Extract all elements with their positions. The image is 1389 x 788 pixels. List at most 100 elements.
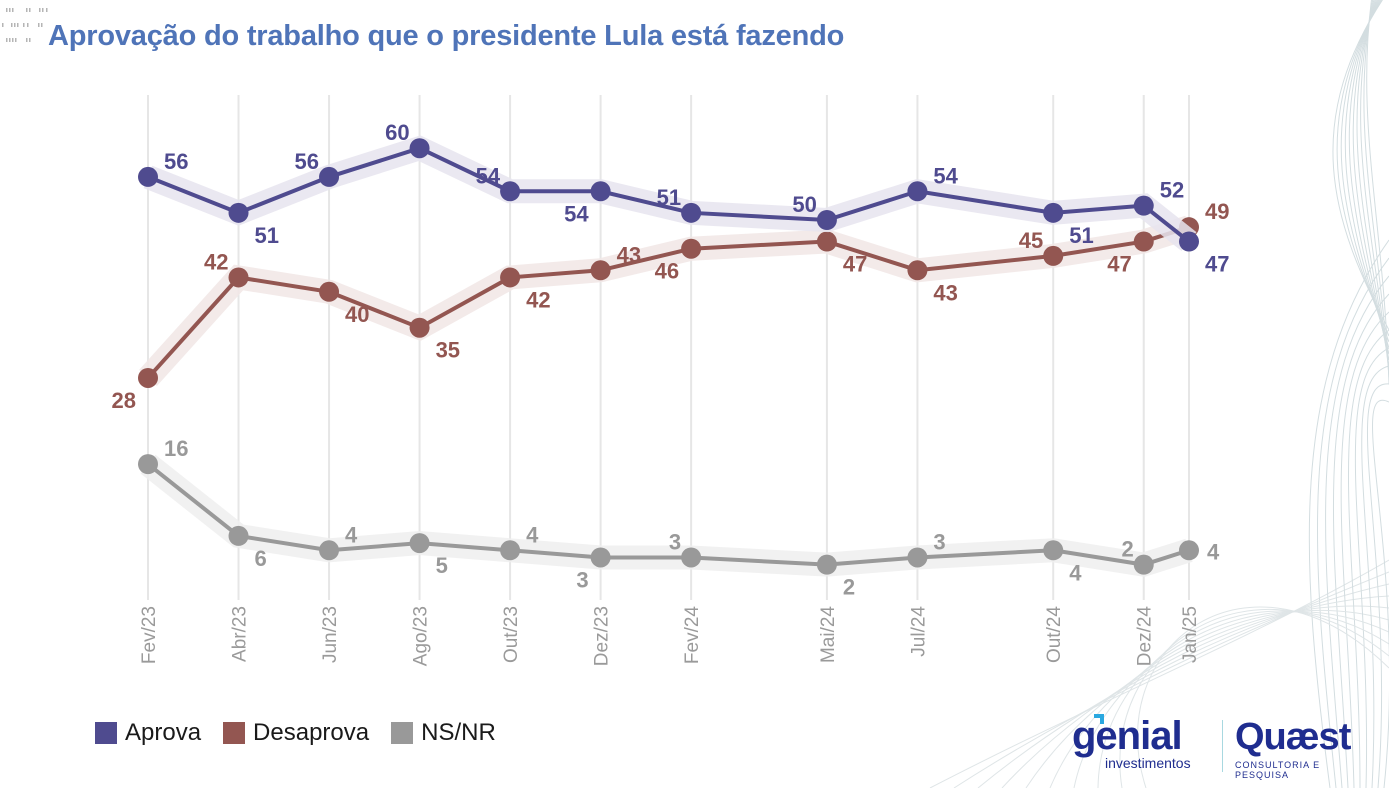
data-label: 56 [295,149,319,174]
data-label: 4 [345,522,358,547]
wave-line [1336,0,1389,337]
data-point[interactable] [1179,540,1199,561]
background-wave-decoration [929,0,1389,788]
x-tick-label: Out/24 [1044,606,1065,663]
data-point[interactable] [590,181,611,202]
data-label: 6 [255,546,267,571]
legend: Aprova Desaprova NS/NR [95,719,518,747]
series-line [146,225,1190,380]
data-point[interactable] [1179,231,1199,252]
wave-line [1073,611,1389,788]
data-point[interactable] [681,547,702,568]
data-label: 3 [669,529,681,554]
x-tick-label: Jul/24 [908,606,929,657]
data-label: 40 [345,302,369,327]
data-point[interactable] [500,181,521,202]
data-point[interactable] [228,267,249,288]
data-point[interactable] [500,540,521,561]
wave-line [1366,0,1389,385]
data-point[interactable] [138,454,158,475]
wave-line [1356,0,1389,367]
data-point[interactable] [681,238,702,259]
data-point[interactable] [138,166,158,187]
wave-line [1097,610,1389,788]
legend-item-aprova[interactable]: Aprova [95,719,201,747]
data-point[interactable] [816,231,837,252]
genial-logo-subtitle: investimentos [1105,755,1191,771]
wave-line [1363,0,1389,379]
data-label: 56 [164,149,188,174]
data-point[interactable] [319,281,340,302]
data-point[interactable] [1133,554,1154,575]
data-point[interactable] [409,533,430,554]
legend-swatch-desaprova [223,722,246,744]
data-label: 51 [255,223,279,248]
data-label: 5 [436,553,448,578]
data-label: 43 [617,242,641,267]
wave-line [953,571,1389,788]
data-point[interactable] [500,267,521,288]
x-tick-label: Ago/23 [411,606,432,666]
legend-item-desaprova[interactable]: Desaprova [223,719,369,747]
data-point[interactable] [1043,540,1064,561]
data-point[interactable] [319,540,340,561]
data-label: 35 [436,338,460,363]
data-point[interactable] [907,181,928,202]
legend-item-nsnr[interactable]: NS/NR [391,719,496,747]
data-point[interactable] [1133,195,1154,216]
data-point[interactable] [590,547,611,568]
wave-line [1308,239,1389,788]
data-point[interactable] [816,554,837,575]
legend-label-aprova: Aprova [125,719,202,746]
data-point[interactable] [1043,245,1064,266]
data-label: 16 [164,436,188,461]
data-point[interactable] [409,317,430,338]
genial-accent-icon [1094,714,1104,724]
data-point[interactable] [907,547,928,568]
wave-line [1332,293,1389,788]
legend-label-nsnr: NS/NR [421,719,496,746]
wave-line [1361,365,1389,788]
data-point[interactable] [409,138,430,159]
wave-line [1119,608,1389,788]
chart-title: Aprovação do trabalho que o presidente L… [48,20,845,52]
wave-line [1049,609,1389,788]
data-label: 28 [112,388,136,413]
wave-line [1354,347,1389,788]
data-point[interactable] [228,202,249,223]
data-point[interactable] [1133,231,1154,252]
x-tick-label: Jun/23 [320,606,341,663]
series-aprova: 56 51 56 60 54 54 51 50 54 51 52 47 [138,120,1229,277]
series-nsnr: 16 6 4 5 4 3 3 2 3 4 2 4 [138,436,1220,600]
data-label: 49 [1205,199,1229,224]
logo-separator [1222,720,1223,772]
data-point[interactable] [590,260,611,281]
data-point[interactable] [228,525,249,546]
data-label: 54 [476,163,501,188]
data-point[interactable] [319,166,340,187]
data-label: 4 [1069,560,1082,585]
x-tick-label: Dez/23 [592,606,613,666]
wave-line [929,559,1389,788]
data-label: 47 [1205,252,1229,277]
quaest-logo: Quæst [1235,716,1351,758]
legend-swatch-nsnr [391,722,414,744]
data-point[interactable] [907,260,928,281]
x-tick-label: Fev/23 [139,606,160,664]
wave-line [1360,0,1389,373]
x-tick-label: Abr/23 [230,606,251,662]
data-point[interactable] [816,210,837,230]
data-label: 50 [792,192,816,217]
data-label: 51 [1069,223,1093,248]
data-point[interactable] [1043,202,1064,223]
data-point[interactable] [681,202,702,223]
series-desaprova: 28 42 40 35 42 43 46 47 43 45 47 49 [112,199,1230,413]
legend-swatch-aprova [95,722,117,744]
decorative-dots [2,8,48,42]
data-label: 42 [204,249,228,274]
wave-line [1344,0,1389,349]
wave-line [1372,399,1389,788]
data-point[interactable] [138,367,158,388]
wave-line [1025,605,1389,788]
